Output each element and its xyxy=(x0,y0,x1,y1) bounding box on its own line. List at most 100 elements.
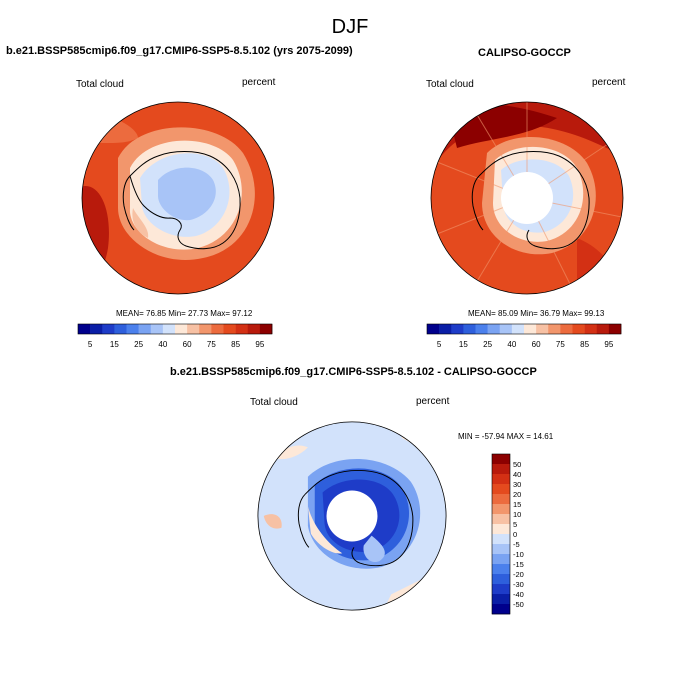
obs-colorbar-swatch xyxy=(475,324,488,334)
diff-colorbar-swatch xyxy=(492,494,510,505)
model-colorbar-tick-label: 5 xyxy=(88,340,93,349)
diff-colorbar-swatch xyxy=(492,524,510,535)
model-colorbar-swatch xyxy=(90,324,103,334)
model-left-label: Total cloud xyxy=(76,79,124,90)
model-colorbar-swatch xyxy=(162,324,176,334)
diff-colorbar-tick-label: 5 xyxy=(513,520,517,529)
obs-colorbar-swatch xyxy=(499,324,513,334)
diff-colorbar-tick-label: 0 xyxy=(513,530,517,539)
diff-colorbar-swatch xyxy=(492,564,510,575)
diff-colorbar-tick-label: -15 xyxy=(513,560,524,569)
model-colorbar-swatch xyxy=(247,324,261,334)
diff-colorbar-swatch xyxy=(492,604,510,615)
model-colorbar-swatch xyxy=(175,324,188,334)
diff-colorbar-swatch xyxy=(492,584,510,595)
diff-colorbar-tick-label: 40 xyxy=(513,470,521,479)
obs-colorbar: 5 15 25 40 60 75 85 95 xyxy=(426,323,622,349)
diff-colorbar-swatch xyxy=(492,574,510,585)
obs-colorbar-tick-label: 95 xyxy=(604,340,613,349)
model-colorbar-swatch xyxy=(187,324,200,334)
diff-colorbar-swatch xyxy=(492,544,510,555)
obs-colorbar-tick-label: 15 xyxy=(459,340,468,349)
obs-colorbar-swatch xyxy=(572,324,585,334)
obs-polar-map xyxy=(430,101,624,295)
obs-colorbar-tick-label: 85 xyxy=(580,340,589,349)
diff-panel-title: b.e21.BSSP585cmip6.f09_g17.CMIP6-SSP5-8.… xyxy=(170,366,537,378)
model-colorbar-swatch xyxy=(138,324,152,334)
diff-colorbar-swatch xyxy=(492,554,510,565)
obs-colorbar-tick-label: 75 xyxy=(556,340,565,349)
obs-colorbar-tick-label: 25 xyxy=(483,340,492,349)
obs-colorbar-swatch xyxy=(560,324,573,334)
diff-colorbar-tick-label: -10 xyxy=(513,550,524,559)
obs-right-label: percent xyxy=(592,77,626,88)
diff-colorbar-tick-label: -5 xyxy=(513,540,520,549)
obs-panel-title: CALIPSO-GOCCP xyxy=(478,47,571,59)
model-colorbar-swatch xyxy=(223,324,236,334)
model-colorbar: 5 15 25 40 60 75 85 95 xyxy=(77,323,273,349)
diff-colorbar-border xyxy=(491,453,511,615)
model-colorbar-swatch xyxy=(150,324,164,334)
obs-colorbar-tick-label: 40 xyxy=(507,340,516,349)
model-colorbar-swatch xyxy=(78,324,91,334)
diff-colorbar-tick-label: 50 xyxy=(513,460,521,469)
diff-colorbar-swatch xyxy=(492,464,510,475)
obs-colorbar-swatch xyxy=(596,324,610,334)
model-colorbar-tick-label: 40 xyxy=(158,340,167,349)
obs-stats: MEAN= 85.09 Min= 36.79 Max= 99.13 xyxy=(468,309,605,318)
model-colorbar-swatch xyxy=(235,324,249,334)
diff-colorbar-swatch xyxy=(492,594,510,605)
model-colorbar-tick-label: 95 xyxy=(255,340,264,349)
diff-colorbar-swatch xyxy=(492,474,510,485)
model-colorbar-tick-label: 25 xyxy=(134,340,143,349)
obs-left-label: Total cloud xyxy=(426,79,474,90)
model-right-label: percent xyxy=(242,77,276,88)
diff-colorbar-tick-label: -20 xyxy=(513,570,524,579)
diff-colorbar-tick-label: -40 xyxy=(513,590,524,599)
diff-colorbar-swatch xyxy=(492,484,510,495)
model-stats: MEAN= 76.85 Min= 27.73 Max= 97.12 xyxy=(116,309,253,318)
model-colorbar-swatch xyxy=(102,324,115,334)
model-colorbar-swatch xyxy=(211,324,224,334)
obs-colorbar-swatch xyxy=(548,324,561,334)
obs-colorbar-swatch xyxy=(524,324,537,334)
obs-colorbar-swatch xyxy=(536,324,549,334)
model-colorbar-swatch xyxy=(199,324,212,334)
obs-colorbar-tick-label: 5 xyxy=(437,340,442,349)
model-colorbar-swatch xyxy=(259,324,273,334)
model-colorbar-swatch xyxy=(114,324,127,334)
obs-colorbar-swatch xyxy=(451,324,464,334)
main-title: DJF xyxy=(331,16,369,38)
diff-stats: MIN = -57.94 MAX = 14.61 xyxy=(458,432,554,441)
diff-colorbar-tick-label: 20 xyxy=(513,490,521,499)
model-panel-title: b.e21.BSSP585cmip6.f09_g17.CMIP6-SSP5-8.… xyxy=(6,45,353,57)
diff-polar-map xyxy=(257,421,447,611)
obs-colorbar-swatch xyxy=(584,324,598,334)
diff-colorbar-swatch xyxy=(492,534,510,545)
model-colorbar-tick-label: 75 xyxy=(207,340,216,349)
obs-colorbar-border xyxy=(426,323,622,335)
diff-left-label: Total cloud xyxy=(250,397,298,408)
obs-colorbar-swatch xyxy=(463,324,476,334)
diff-colorbar-tick-label: -30 xyxy=(513,580,524,589)
diff-colorbar-tick-label: 30 xyxy=(513,480,521,489)
diff-colorbar-swatch xyxy=(492,514,510,525)
diff-colorbar-tick-label: 10 xyxy=(513,510,521,519)
model-colorbar-tick-label: 85 xyxy=(231,340,240,349)
model-colorbar-border xyxy=(77,323,273,335)
obs-colorbar-swatch xyxy=(439,324,452,334)
obs-colorbar-swatch xyxy=(608,324,622,334)
obs-colorbar-swatch xyxy=(511,324,525,334)
diff-colorbar-swatch xyxy=(492,454,510,465)
obs-colorbar-tick-label: 60 xyxy=(532,340,541,349)
diff-colorbar-tick-label: 15 xyxy=(513,500,521,509)
diff-right-label: percent xyxy=(416,396,450,407)
model-polar-map xyxy=(81,101,275,295)
model-colorbar-tick-label: 15 xyxy=(110,340,119,349)
model-colorbar-swatch xyxy=(126,324,139,334)
obs-colorbar-swatch xyxy=(487,324,501,334)
diff-colorbar-tick-label: -50 xyxy=(513,600,524,609)
model-colorbar-tick-label: 60 xyxy=(183,340,192,349)
diff-colorbar-swatch xyxy=(492,504,510,515)
